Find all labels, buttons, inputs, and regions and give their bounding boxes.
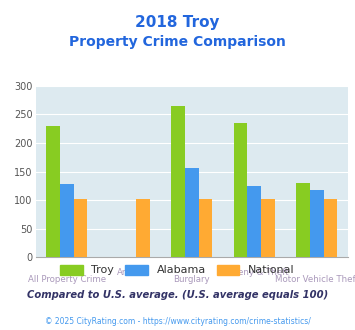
- Bar: [185, 168, 198, 257]
- Bar: [171, 106, 185, 257]
- Text: Arson: Arson: [117, 268, 142, 277]
- Bar: [261, 199, 275, 257]
- Legend: Troy, Alabama, National: Troy, Alabama, National: [60, 265, 295, 275]
- Bar: [234, 123, 247, 257]
- Bar: [247, 186, 261, 257]
- Text: Burglary: Burglary: [173, 275, 210, 283]
- Text: Larceny & Theft: Larceny & Theft: [220, 268, 289, 277]
- Text: Compared to U.S. average. (U.S. average equals 100): Compared to U.S. average. (U.S. average …: [27, 290, 328, 300]
- Bar: [136, 199, 150, 257]
- Bar: [60, 183, 73, 257]
- Text: All Property Crime: All Property Crime: [28, 275, 106, 283]
- Text: Motor Vehicle Theft: Motor Vehicle Theft: [275, 275, 355, 283]
- Bar: [323, 199, 337, 257]
- Text: © 2025 CityRating.com - https://www.cityrating.com/crime-statistics/: © 2025 CityRating.com - https://www.city…: [45, 317, 310, 326]
- Bar: [73, 199, 87, 257]
- Text: Property Crime Comparison: Property Crime Comparison: [69, 35, 286, 49]
- Bar: [310, 190, 323, 257]
- Text: 2018 Troy: 2018 Troy: [135, 15, 220, 30]
- Bar: [46, 126, 60, 257]
- Bar: [296, 183, 310, 257]
- Bar: [198, 199, 212, 257]
